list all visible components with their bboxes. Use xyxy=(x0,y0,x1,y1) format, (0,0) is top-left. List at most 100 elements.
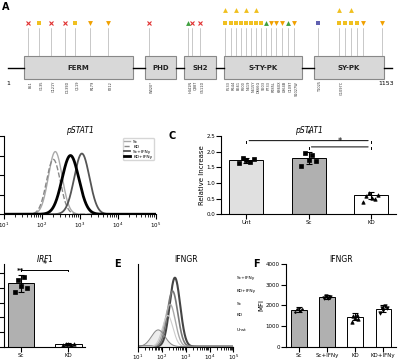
Sc+IFNy xyxy=(154,212,158,216)
Sc+IFNy xyxy=(94,203,99,207)
Text: P533: P533 xyxy=(226,81,230,90)
Text: *: * xyxy=(42,260,47,269)
Sc xyxy=(133,212,138,216)
Text: E: E xyxy=(114,260,120,269)
KD+IFNy xyxy=(98,212,103,216)
Bar xyxy=(55,344,82,347)
KD+IFNy xyxy=(94,212,99,216)
Text: Q119: Q119 xyxy=(75,81,79,90)
Text: **: ** xyxy=(17,268,24,274)
Text: N619: N619 xyxy=(247,81,251,90)
Text: T1025: T1025 xyxy=(318,81,322,92)
KD+IFNy xyxy=(2,212,6,216)
Sc xyxy=(154,212,158,216)
Bar xyxy=(314,56,384,79)
Text: A: A xyxy=(2,2,10,12)
Bar xyxy=(347,317,363,347)
Text: Sc+IFNy: Sc+IFNy xyxy=(236,276,255,280)
KD+IFNy xyxy=(117,212,122,216)
Text: C: C xyxy=(169,131,176,141)
Text: F: F xyxy=(253,260,260,269)
Text: P733: P733 xyxy=(267,81,271,90)
Text: K860X: K860X xyxy=(277,81,281,92)
KD xyxy=(94,212,99,216)
Y-axis label: Relative Increase: Relative Increase xyxy=(199,145,205,205)
Y-axis label: MFI: MFI xyxy=(258,300,264,312)
Title: pSTAT1: pSTAT1 xyxy=(295,126,322,135)
Text: G1097C: G1097C xyxy=(340,81,344,95)
Sc+IFNy xyxy=(117,212,122,216)
Sc+IFNy xyxy=(90,189,95,193)
Sc xyxy=(53,149,58,154)
Text: S1027W: S1027W xyxy=(295,81,299,96)
Bar xyxy=(145,56,176,79)
Text: Unst: Unst xyxy=(236,328,246,332)
Bar xyxy=(8,283,34,347)
KD xyxy=(51,157,56,162)
Text: S603: S603 xyxy=(262,81,266,90)
Title: IFNGR: IFNGR xyxy=(174,255,198,264)
Bar xyxy=(319,297,335,347)
Sc xyxy=(98,212,103,216)
Sc+IFNy xyxy=(11,212,16,216)
Text: G511D: G511D xyxy=(201,81,205,93)
Bar xyxy=(229,160,264,214)
Sc xyxy=(94,212,99,216)
Sc+IFNy xyxy=(2,212,6,216)
Bar xyxy=(291,310,306,347)
Bar xyxy=(24,56,133,79)
Text: RT85L: RT85L xyxy=(271,81,275,92)
Bar xyxy=(292,158,326,214)
Sc+IFNy xyxy=(79,151,84,156)
Title: $\it{IRF1}$: $\it{IRF1}$ xyxy=(36,253,54,264)
KD+IFNy xyxy=(154,212,158,216)
Text: D666G: D666G xyxy=(256,81,260,93)
KD+IFNy xyxy=(133,212,138,216)
KD xyxy=(117,212,122,216)
Text: H441N: H441N xyxy=(189,81,193,93)
Line: KD: KD xyxy=(4,160,156,214)
Sc xyxy=(2,212,6,216)
Bar xyxy=(184,56,216,79)
Text: KD+IFNy: KD+IFNy xyxy=(236,289,256,293)
KD xyxy=(11,212,16,216)
Text: *: * xyxy=(338,137,342,145)
Text: *: * xyxy=(306,130,311,139)
Text: PHD: PHD xyxy=(152,65,169,71)
Text: N615Y: N615Y xyxy=(252,81,256,92)
KD+IFNy xyxy=(68,153,73,158)
Bar xyxy=(354,195,388,214)
Text: KD: KD xyxy=(236,313,242,317)
KD xyxy=(154,212,158,216)
Text: D139D: D139D xyxy=(66,81,70,93)
Text: SH2: SH2 xyxy=(192,65,208,71)
Text: Sc: Sc xyxy=(236,303,242,306)
Title: pSTAT1: pSTAT1 xyxy=(66,126,94,135)
Text: C1097: C1097 xyxy=(289,81,293,92)
Sc+IFNy xyxy=(98,209,103,214)
KD+IFNy xyxy=(11,212,16,216)
Text: 1153: 1153 xyxy=(378,81,394,86)
Line: Sc: Sc xyxy=(4,152,156,214)
Sc xyxy=(11,212,16,216)
Line: Sc+IFNy: Sc+IFNy xyxy=(4,153,156,214)
Line: KD+IFNy: KD+IFNy xyxy=(4,156,156,214)
Text: W320*: W320* xyxy=(150,81,154,93)
Sc xyxy=(117,212,122,216)
Text: B561: B561 xyxy=(237,81,241,90)
Text: R179: R179 xyxy=(91,81,95,90)
Text: SY-PK: SY-PK xyxy=(338,65,360,71)
Text: L964B: L964B xyxy=(283,81,287,92)
Text: S-TY-PK: S-TY-PK xyxy=(248,65,277,71)
KD xyxy=(98,212,103,216)
Sc+IFNy xyxy=(133,212,138,216)
KD xyxy=(133,212,138,216)
Text: R544: R544 xyxy=(231,81,235,90)
Title: IFNGR: IFNGR xyxy=(329,255,353,264)
Text: FERM: FERM xyxy=(68,65,89,71)
Bar xyxy=(224,56,302,79)
KD xyxy=(2,212,6,216)
Text: C121Y: C121Y xyxy=(52,81,56,92)
Text: P212: P212 xyxy=(109,81,113,90)
Legend: Sc, KD, Sc+IFNy, KD+IFNy: Sc, KD, Sc+IFNy, KD+IFNy xyxy=(123,138,154,160)
